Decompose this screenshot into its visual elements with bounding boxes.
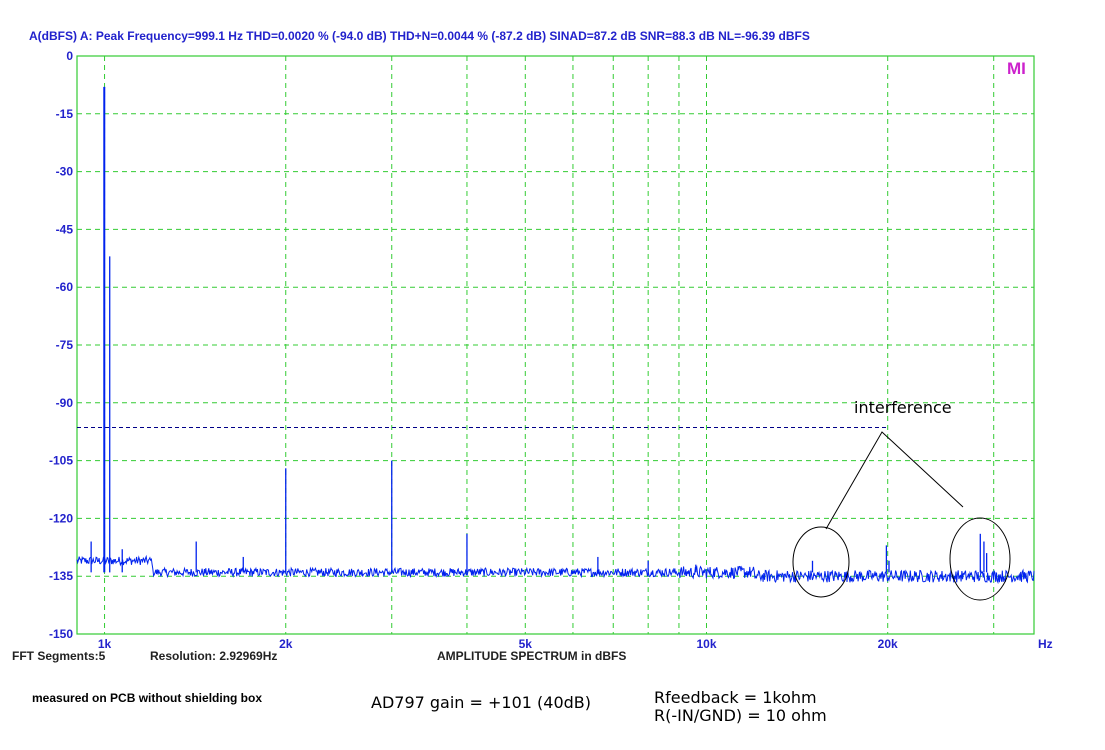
x-unit-label: Hz [1038, 637, 1053, 651]
x-tick-label: 2k [279, 637, 293, 651]
interference-label: interference [854, 398, 952, 417]
chart-header: A(dBFS) A: Peak Frequency=999.1 Hz THD=0… [29, 29, 810, 43]
y-tick-label: -45 [56, 222, 74, 236]
y-tick-label: -30 [56, 165, 74, 179]
chart-title: AMPLITUDE SPECTRUM in dBFS [437, 649, 626, 663]
measurement-note: measured on PCB without shielding box [32, 691, 263, 705]
y-tick-label: -90 [56, 396, 74, 410]
x-axis-ticks: 1k 2k 5k 10k 20k [98, 637, 898, 651]
interference-circle-28k [949, 517, 1011, 601]
y-tick-label: -60 [56, 280, 74, 294]
y-tick-label: -15 [56, 107, 74, 121]
rin-note: R(-IN/GND) = 10 ohm [654, 706, 827, 725]
plot-area [76, 55, 1035, 635]
x-tick-label: 1k [98, 637, 112, 651]
interference-markers [792, 431, 1011, 601]
y-tick-label: -135 [49, 569, 73, 583]
y-tick-label: 0 [66, 49, 73, 63]
grid [77, 56, 1034, 634]
y-tick-label: -105 [49, 454, 73, 468]
x-tick-label: 20k [878, 637, 898, 651]
resolution-label: Resolution: 2.92969Hz [150, 649, 277, 663]
interference-pointer [825, 431, 964, 530]
y-axis-ticks: 0 -15 -30 -45 -60 -75 -90 -105 -120 -135 -150 [49, 49, 73, 641]
y-tick-label: -150 [49, 627, 73, 641]
interference-circle-20k [792, 526, 850, 598]
spectrum-peaks [90, 86, 988, 573]
logo: MI [1007, 59, 1026, 78]
x-tick-label: 5k [519, 637, 533, 651]
x-tick-label: 10k [696, 637, 716, 651]
rfeedback-note: Rfeedback = 1kohm [654, 688, 817, 707]
spectrum-trace [76, 554, 1035, 585]
y-tick-label: -75 [56, 338, 74, 352]
y-tick-label: -120 [49, 511, 73, 525]
noise-floor-trace [76, 554, 1035, 585]
gain-note: AD797 gain = +101 (40dB) [371, 693, 592, 712]
fft-segments-label: FFT Segments:5 [12, 649, 106, 663]
